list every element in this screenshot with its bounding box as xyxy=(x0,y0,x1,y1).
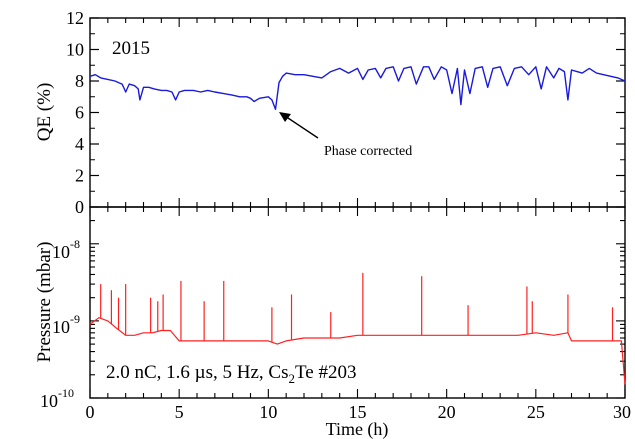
x-tick-label: 5 xyxy=(175,402,184,422)
y-tick-label: 8 xyxy=(75,71,84,91)
y-tick-label: 0 xyxy=(75,197,84,217)
bottom-panel: 0 5 10 15 20 25 30 10 -8 10 -9 10 -10 Pressure… xyxy=(34,206,631,439)
pressure-spikes xyxy=(100,272,614,343)
top-y-axis-label: QE (%) xyxy=(34,83,55,142)
y-tick-label-1e-9: 10 -9 xyxy=(52,312,80,337)
y-tick-label: 10 xyxy=(66,40,84,60)
top-y-axis: 0 2 4 6 8 10 12 xyxy=(66,8,625,217)
x-axis: 0 5 10 15 20 25 30 xyxy=(86,207,631,422)
top-x-ticks xyxy=(89,18,626,207)
y-tick-label: 4 xyxy=(75,134,84,154)
y-tick-base: 10 xyxy=(52,317,70,337)
top-panel: 0 2 4 6 8 10 12 2015 Phase corrected QE (%) xyxy=(34,8,626,217)
y-tick-label-1e-10: 10 -10 xyxy=(40,386,74,411)
qe-series-line xyxy=(89,66,626,110)
x-axis-label: Time (h) xyxy=(326,419,389,439)
y-tick-label: 12 xyxy=(66,8,84,28)
y-tick-label: 2 xyxy=(75,166,84,186)
top-plot-frame xyxy=(89,17,626,208)
conditions-main: 2.0 nC, 1.6 µs, 5 Hz, Cs xyxy=(106,362,289,383)
x-tick-label: 20 xyxy=(438,402,456,422)
year-label: 2015 xyxy=(112,38,150,59)
bottom-y-axis xyxy=(90,220,625,399)
x-tick-label: 30 xyxy=(613,402,631,422)
x-tick-label: 10 xyxy=(259,402,277,422)
y-tick-base: 10 xyxy=(40,391,58,411)
x-tick-label: 0 xyxy=(86,402,95,422)
annotation-text: Phase corrected xyxy=(324,144,412,159)
conditions-tail: Te #203 xyxy=(295,362,356,383)
annotation-arrowhead xyxy=(279,112,291,122)
y-tick-exponent: -8 xyxy=(70,237,80,251)
y-tick-base: 10 xyxy=(52,242,70,262)
y-tick-label: 6 xyxy=(75,103,84,123)
measurement-conditions: 2.0 nC, 1.6 µs, 5 Hz, Cs2Te #203 xyxy=(106,362,356,386)
x-tick-label: 25 xyxy=(527,402,545,422)
phase-corrected-annotation: Phase corrected xyxy=(279,112,412,159)
y-tick-exponent: -9 xyxy=(70,312,80,326)
y-tick-label-1e-8: 10 -8 xyxy=(52,237,80,262)
conditions-subscript: 2 xyxy=(289,371,296,386)
y-tick-exponent: -10 xyxy=(58,386,74,400)
bottom-y-axis-label: Pressure (mbar) xyxy=(34,242,55,363)
x-tick-label: 15 xyxy=(349,402,367,422)
